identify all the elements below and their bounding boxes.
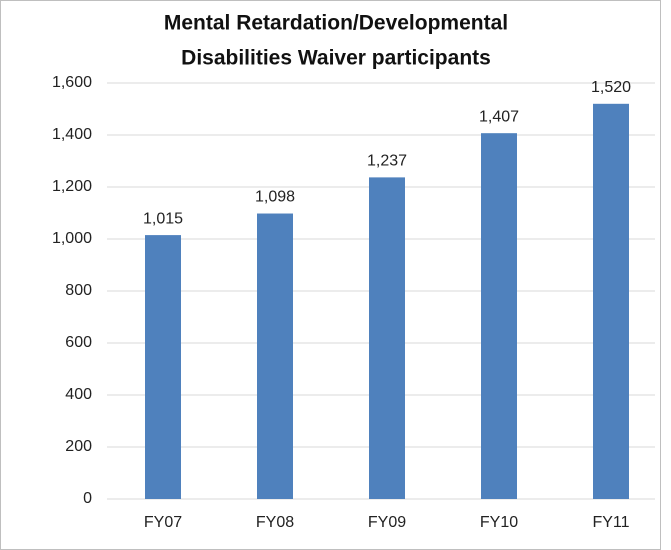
y-tick-label: 400 — [65, 386, 92, 403]
y-tick-label: 600 — [65, 334, 92, 351]
bar — [593, 103, 629, 500]
y-tick-label: 0 — [83, 490, 92, 507]
y-tick-label: 1,400 — [52, 126, 92, 143]
bar — [481, 133, 517, 499]
chart-title: Disabilities Waiver participants — [181, 47, 491, 70]
value-label: 1,407 — [479, 108, 519, 125]
value-label: 1,098 — [255, 189, 295, 206]
y-tick-label: 200 — [65, 438, 92, 455]
x-tick-label: FY10 — [480, 514, 518, 531]
y-tick-label: 1,000 — [52, 230, 92, 247]
y-tick-label: 800 — [65, 282, 92, 299]
x-tick-label: FY07 — [144, 514, 182, 531]
x-tick-label: FY09 — [368, 514, 406, 531]
chart-title: Mental Retardation/Developmental — [164, 12, 508, 35]
y-tick-label: 1,200 — [52, 178, 92, 195]
y-tick-label: 1,600 — [52, 74, 92, 91]
value-label: 1,015 — [143, 210, 183, 227]
bar — [145, 235, 181, 499]
bar — [369, 177, 405, 499]
value-label: 1,520 — [591, 79, 631, 96]
x-tick-label: FY11 — [592, 514, 629, 531]
x-tick-label: FY08 — [256, 514, 294, 531]
value-label: 1,237 — [367, 153, 407, 170]
bar — [257, 213, 293, 499]
